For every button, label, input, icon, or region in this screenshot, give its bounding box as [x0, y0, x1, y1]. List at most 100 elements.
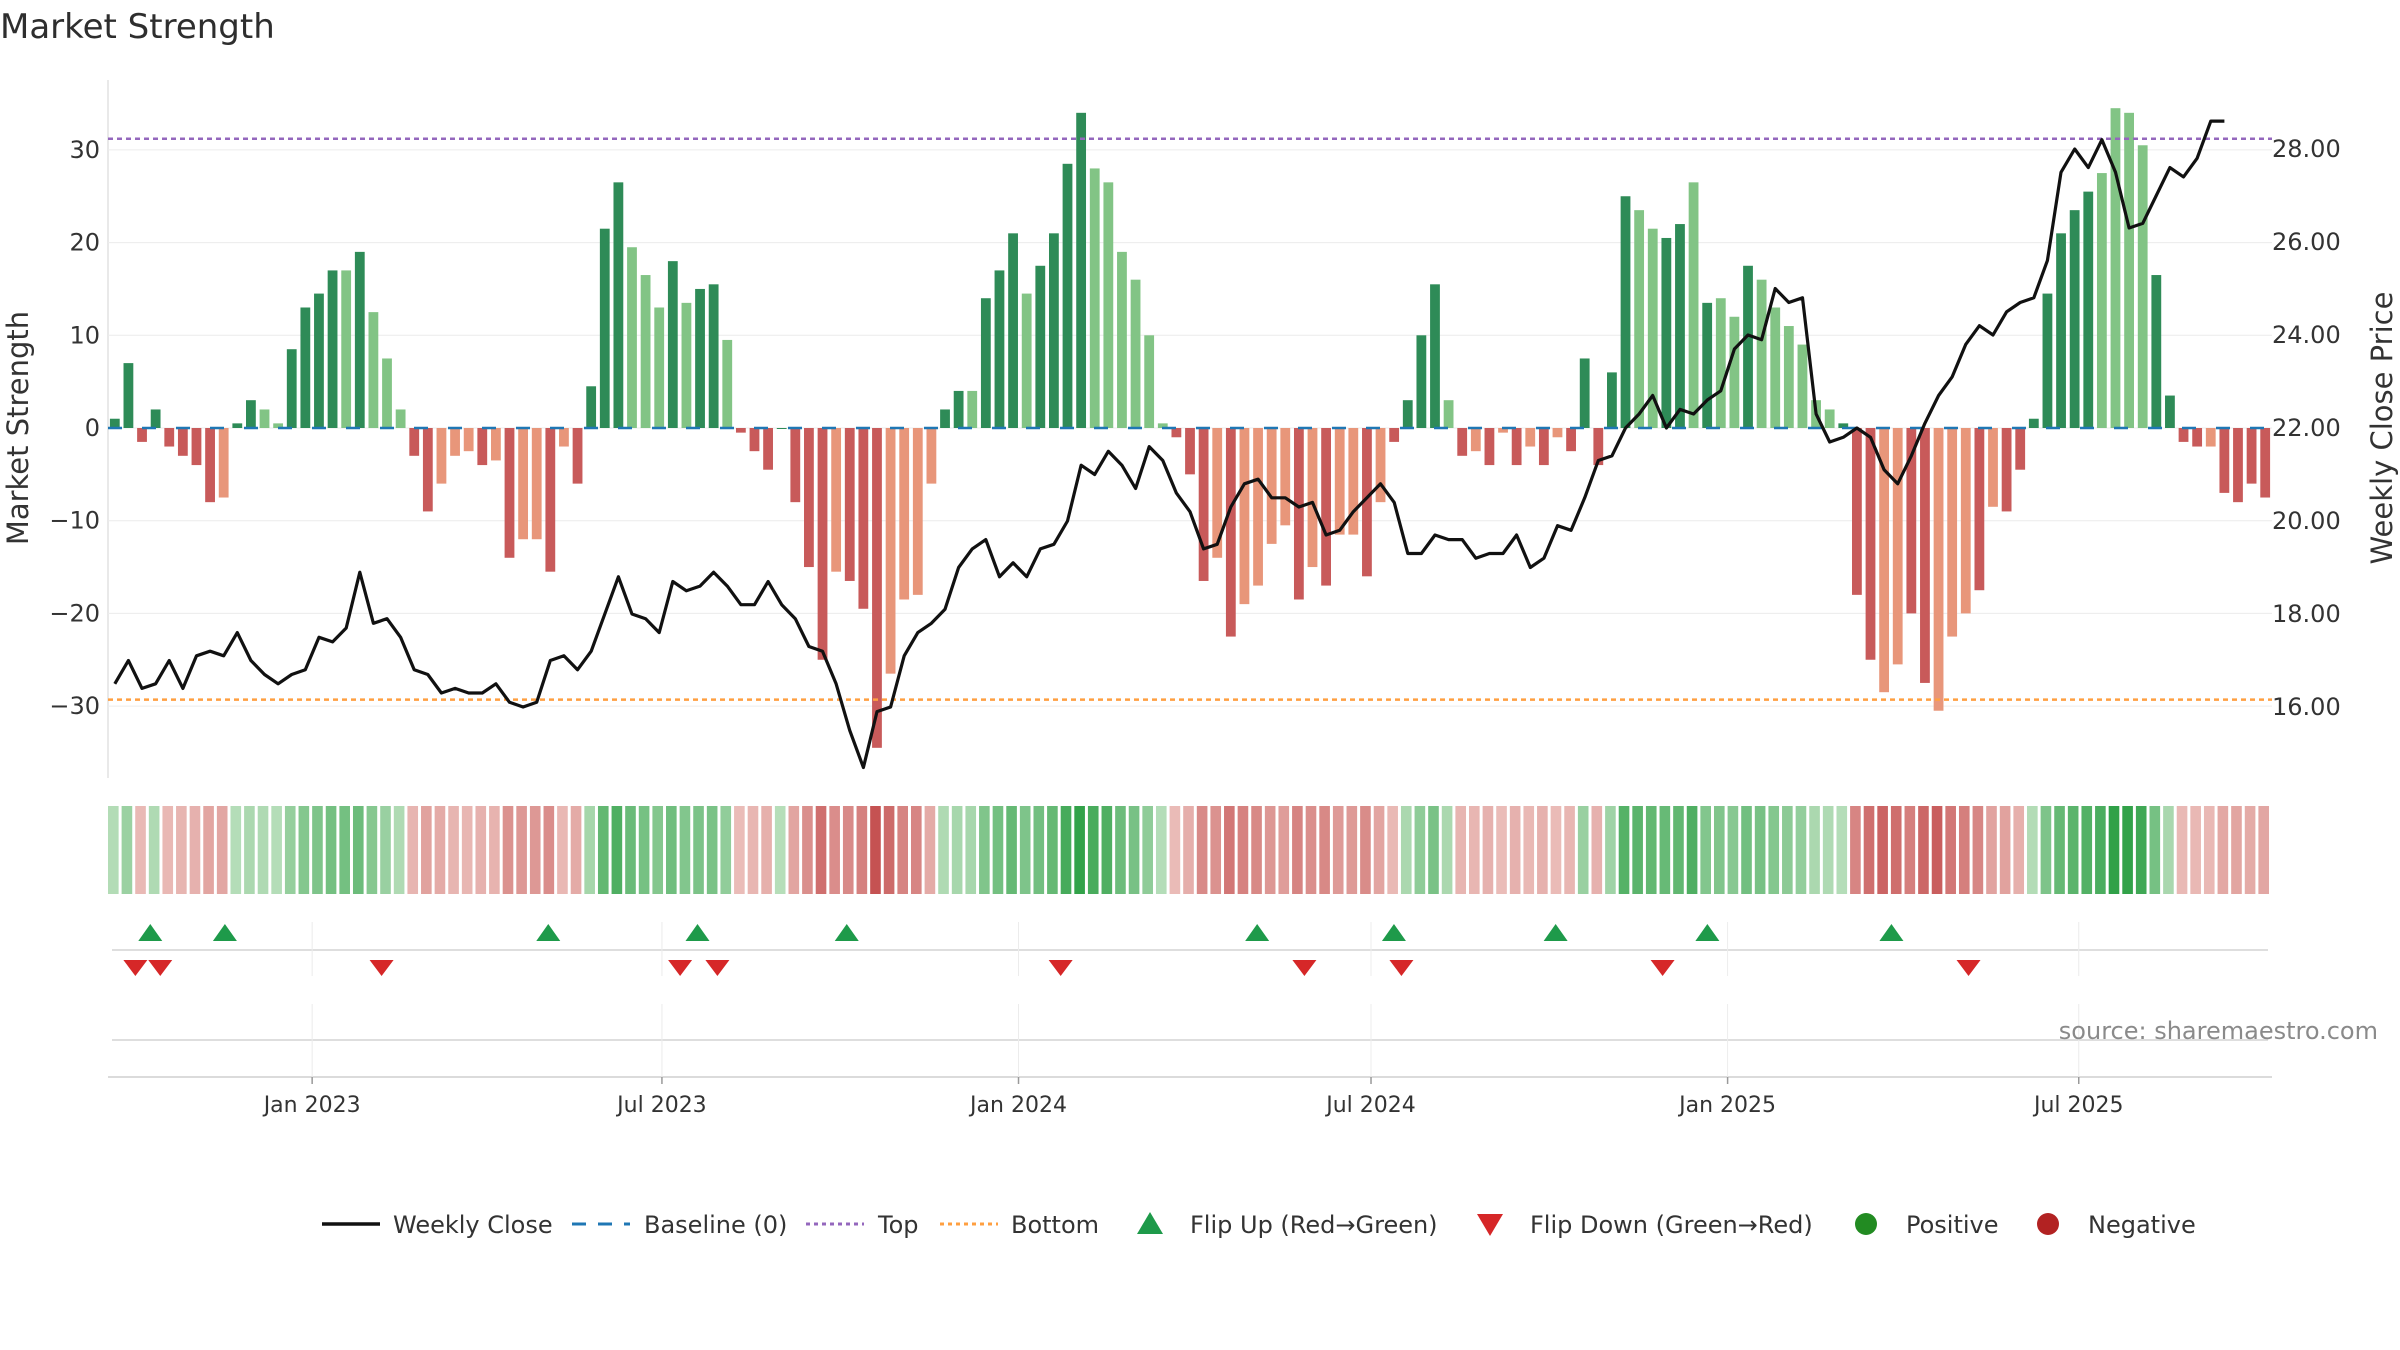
- strength-bar: [2233, 428, 2243, 503]
- strip-cell: [407, 806, 419, 894]
- strength-bar: [613, 182, 624, 428]
- strip-cell: [2054, 806, 2065, 894]
- strip-cell: [489, 806, 500, 894]
- strength-bar: [327, 270, 338, 428]
- strength-bar: [858, 428, 869, 609]
- strength-bar: [518, 428, 529, 540]
- strength-bar: [1525, 428, 1536, 447]
- strip-cell: [1809, 806, 1820, 894]
- legend-label: Bottom: [1011, 1211, 1099, 1239]
- x-tick-label: Jan 2023: [262, 1093, 361, 1118]
- strength-bar: [1280, 428, 1291, 526]
- strip-cell: [557, 806, 568, 894]
- strip-cell: [189, 806, 201, 894]
- strip-cell: [734, 806, 745, 894]
- flip-up-marker: [1695, 924, 1720, 941]
- strip-cell: [108, 806, 119, 894]
- strength-bar: [2001, 428, 2012, 512]
- y-axis-title: Market Strength: [1, 311, 35, 545]
- strip-cell: [2108, 806, 2120, 894]
- strip-cell: [284, 806, 296, 894]
- x-axis: Jan 2023 Jul 2023 Jan 2024 Jul 2024 Jan 2025…: [262, 1077, 2124, 1118]
- strip-cell: [1591, 806, 1603, 894]
- legend-label: Flip Down (Green→Red): [1530, 1211, 1813, 1239]
- strip-cell: [1863, 806, 1875, 894]
- strip-cell: [1101, 806, 1113, 894]
- strength-bar: [490, 428, 501, 461]
- strength-bar: [1062, 163, 1073, 428]
- strip-cell: [720, 806, 732, 894]
- strength-bar: [1634, 210, 1645, 428]
- strength-bar: [1293, 428, 1304, 600]
- y-tick-label: 0: [85, 414, 100, 442]
- flip-up-marker: [138, 924, 163, 941]
- strip-cell: [461, 806, 473, 894]
- legend-swatch: [2037, 1213, 2059, 1235]
- strip-cell: [1782, 806, 1793, 894]
- strip-cell: [2163, 806, 2174, 894]
- strength-bar: [1389, 428, 1400, 442]
- strength-bar: [1920, 428, 1930, 683]
- strip-cell: [1904, 806, 1916, 894]
- strength-bar: [504, 428, 515, 558]
- strip-cell: [1741, 806, 1752, 894]
- strip-cell: [1509, 806, 1521, 894]
- strength-bar: [763, 428, 773, 470]
- strength-bar: [1851, 428, 1862, 595]
- strip-cell: [1877, 806, 1888, 894]
- strip-cell: [1292, 806, 1303, 894]
- strip-cell: [842, 806, 854, 894]
- y2-tick-label: 24.00: [2272, 321, 2341, 349]
- strength-bar: [1348, 428, 1359, 535]
- strength-bar: [2205, 428, 2216, 447]
- strip-cell: [1482, 806, 1494, 894]
- strip-cell: [502, 806, 514, 894]
- x-tick-label: Jan 2025: [1677, 1093, 1776, 1118]
- strength-bar: [436, 428, 447, 484]
- strength-bar: [1988, 428, 1998, 507]
- strength-bar: [967, 390, 978, 428]
- strength-heat-strip: [108, 806, 2270, 894]
- strip-cell: [1428, 806, 1439, 894]
- flip-up-marker: [1381, 924, 1406, 941]
- strength-bar: [2260, 428, 2271, 498]
- strength-bar: [1702, 302, 1713, 428]
- flip-down-marker: [705, 960, 730, 976]
- strip-cell: [1795, 806, 1807, 894]
- strip-cell: [380, 806, 391, 894]
- strength-bar: [1470, 428, 1481, 452]
- strength-bar: [1307, 428, 1318, 568]
- strip-cell: [1686, 806, 1698, 894]
- strength-bar: [1933, 428, 1944, 711]
- strength-bar: [695, 288, 705, 428]
- strength-bar: [368, 312, 379, 428]
- strength-bar: [1157, 423, 1168, 428]
- strip-cell: [2027, 806, 2038, 894]
- chart-title: Market Strength: [0, 7, 275, 47]
- strength-bar: [1865, 428, 1876, 660]
- strength-bar: [1416, 335, 1427, 428]
- strength-bar: [1661, 237, 1672, 428]
- strength-bar: [1715, 298, 1726, 428]
- strip-cell: [176, 806, 187, 894]
- strength-bar: [831, 428, 842, 572]
- strength-bar: [749, 428, 760, 452]
- strip-cell: [1047, 806, 1058, 894]
- y2-tick-label: 20.00: [2272, 507, 2341, 535]
- strip-cell: [829, 806, 840, 894]
- strength-bar: [572, 428, 583, 484]
- strength-bar: [1321, 428, 1332, 586]
- strip-cell: [1986, 806, 1997, 894]
- strength-bar: [1879, 428, 1890, 693]
- strip-cell: [2149, 806, 2161, 894]
- strip-cell: [1332, 806, 1344, 894]
- strip-cell: [652, 806, 664, 894]
- strip-cell: [2190, 806, 2201, 894]
- strip-cell: [1414, 806, 1426, 894]
- strength-bar: [450, 428, 460, 456]
- strength-bar: [2124, 112, 2134, 428]
- strip-cell: [1183, 806, 1194, 894]
- y-tick-label: 20: [69, 229, 100, 257]
- strip-cell: [1931, 806, 1943, 894]
- strength-bar: [1484, 428, 1495, 466]
